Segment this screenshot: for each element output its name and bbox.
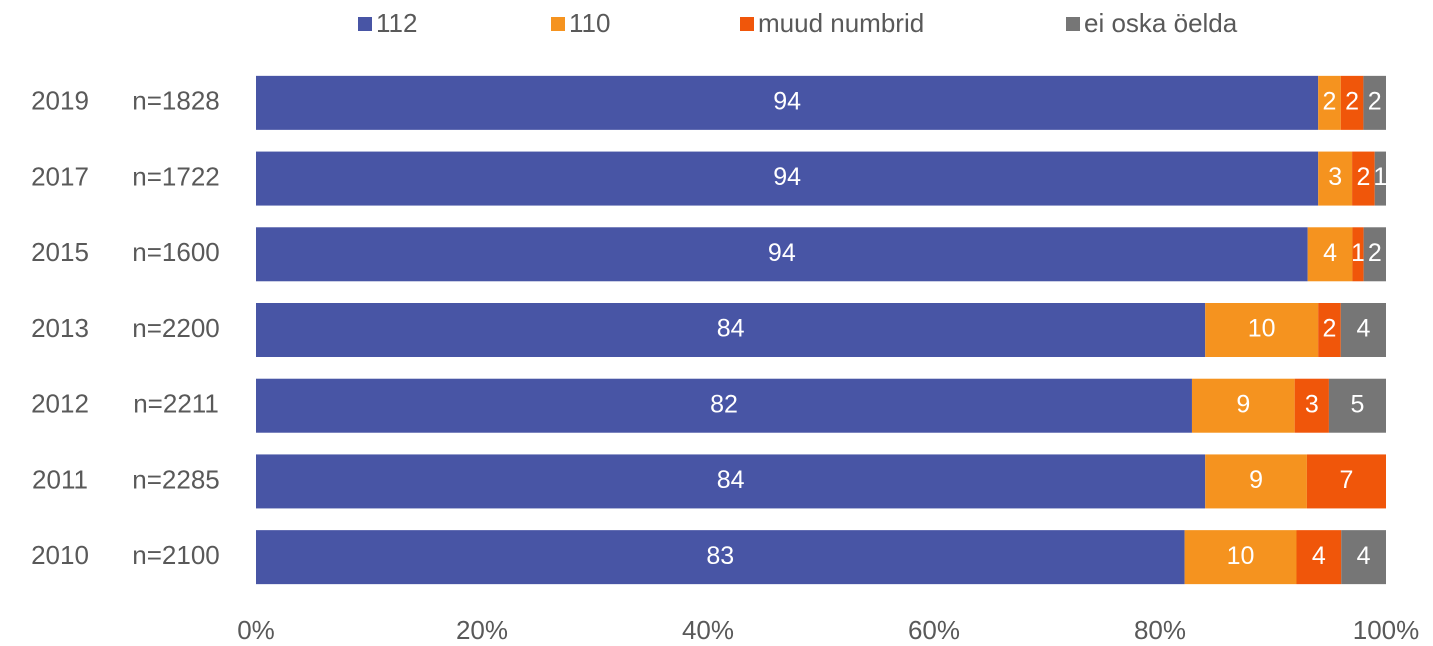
category-label: 2013 — [31, 313, 89, 343]
data-label: 3 — [1328, 163, 1342, 191]
data-label: 2 — [1368, 87, 1382, 115]
data-label: 82 — [710, 390, 738, 418]
data-label: 2 — [1368, 239, 1382, 267]
bar-segment — [256, 454, 1206, 509]
legend-label: 110 — [569, 8, 610, 38]
bar-segment — [1294, 378, 1329, 433]
data-label: 2 — [1323, 315, 1337, 343]
sample-size-label: n=2100 — [132, 540, 219, 570]
category-label: 2017 — [31, 161, 89, 191]
bar-segment — [1306, 454, 1386, 509]
legend-label: ei oska öelda — [1084, 8, 1238, 38]
category-label: 2019 — [31, 86, 89, 116]
data-label: 1 — [1351, 239, 1365, 267]
category-label: 2015 — [31, 237, 89, 267]
bar-segment — [1318, 151, 1353, 206]
data-label: 10 — [1227, 542, 1255, 570]
bar-segment — [1340, 75, 1364, 130]
sample-size-label: n=1600 — [132, 237, 219, 267]
x-tick-label: 0% — [237, 615, 275, 645]
legend-swatch — [551, 17, 565, 31]
bar-segment — [256, 303, 1206, 357]
bar-segment — [1352, 151, 1375, 206]
data-label: 94 — [773, 163, 801, 191]
x-tick-label: 60% — [908, 615, 960, 645]
bar-segment — [1184, 530, 1297, 585]
bar-segment — [1296, 530, 1342, 585]
legend-swatch — [740, 17, 754, 31]
data-label: 83 — [706, 542, 734, 570]
bar-segment — [256, 151, 1319, 206]
data-label: 2 — [1345, 87, 1359, 115]
data-label: 9 — [1249, 466, 1263, 494]
bar-segment — [256, 75, 1319, 130]
data-label: 7 — [1339, 466, 1353, 494]
bar-segment — [1191, 378, 1295, 433]
data-label: 94 — [768, 239, 796, 267]
legend-label: 112 — [376, 8, 417, 38]
data-label: 9 — [1236, 390, 1250, 418]
data-label: 4 — [1357, 542, 1371, 570]
bar-segment — [1318, 303, 1341, 357]
bar-segment — [1340, 303, 1386, 357]
sample-size-label: n=2200 — [132, 313, 219, 343]
data-label: 5 — [1351, 390, 1365, 418]
data-label: 4 — [1312, 542, 1326, 570]
data-label: 1 — [1373, 163, 1387, 191]
bar-segment — [1363, 75, 1386, 130]
category-label: 2010 — [31, 540, 89, 570]
x-tick-label: 20% — [456, 615, 508, 645]
data-label: 84 — [717, 315, 745, 343]
x-tick-label: 80% — [1134, 615, 1186, 645]
data-label: 4 — [1323, 239, 1337, 267]
x-tick-label: 100% — [1353, 615, 1420, 645]
bar-segment — [256, 227, 1308, 282]
data-label: 3 — [1305, 390, 1319, 418]
bar-segment — [1352, 227, 1364, 282]
sample-size-label: n=2211 — [133, 389, 219, 419]
bar-segment — [1328, 378, 1386, 433]
sample-size-label: n=1828 — [132, 86, 219, 116]
bar-segment — [1374, 151, 1386, 206]
sample-size-label: n=1722 — [132, 161, 219, 191]
data-label: 84 — [717, 466, 745, 494]
sample-size-label: n=2285 — [132, 464, 219, 494]
bar-segment — [1205, 454, 1307, 509]
bar-segment — [1307, 227, 1353, 282]
bar-segment — [1341, 530, 1386, 585]
bar-segment — [256, 378, 1192, 433]
legend-label: muud numbrid — [758, 8, 924, 38]
category-label: 2012 — [31, 389, 89, 419]
data-label: 10 — [1248, 315, 1276, 343]
bar-segment — [1318, 75, 1341, 130]
legend-swatch — [1066, 17, 1080, 31]
bar-segment — [1205, 303, 1319, 357]
x-tick-label: 40% — [682, 615, 734, 645]
legend-swatch — [358, 17, 372, 31]
data-label: 2 — [1356, 163, 1370, 191]
bar-segment — [256, 530, 1185, 585]
data-label: 2 — [1323, 87, 1337, 115]
bar-segment — [1363, 227, 1386, 282]
data-label: 4 — [1356, 315, 1370, 343]
category-label: 2011 — [32, 464, 88, 494]
data-label: 94 — [773, 87, 801, 115]
